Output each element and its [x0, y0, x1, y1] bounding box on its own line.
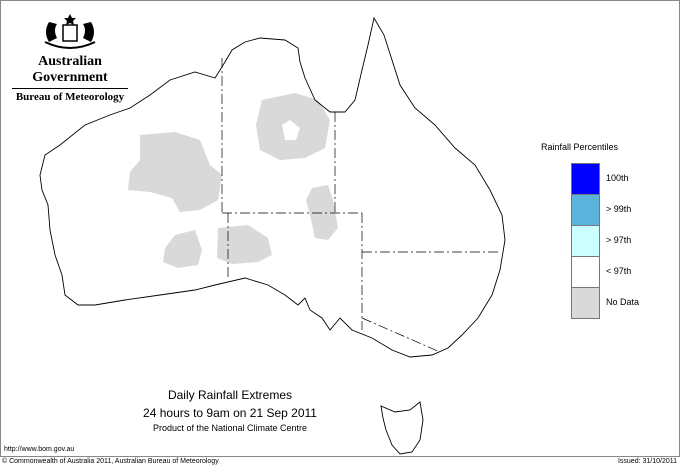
bom-logo: Australian Government Bureau of Meteorol… — [8, 12, 132, 103]
legend-label: > 97th — [606, 235, 632, 245]
legend-swatch-below-97th — [571, 256, 600, 288]
no-data-area-nullarbor — [217, 225, 272, 264]
legend-swatch-99th — [571, 194, 600, 226]
coat-of-arms-icon — [44, 14, 96, 49]
logo-divider — [12, 88, 128, 89]
legend-label: 100th — [606, 173, 629, 183]
australia-map — [39, 16, 506, 455]
agency-name: Bureau of Meteorology — [15, 91, 125, 103]
legend: 100th > 99th > 97th < 97th No Data — [571, 163, 639, 319]
legend-swatch-no-data — [571, 287, 600, 319]
state-boundaries — [221, 58, 500, 353]
coastline-tasmania — [380, 401, 424, 455]
legend-swatch-97th — [571, 225, 600, 257]
website-link[interactable]: http://www.bom.gov.au — [4, 446, 75, 453]
legend-title: Rainfall Percentiles — [541, 142, 619, 152]
issued-date: Issued: 31/10/2011 — [617, 458, 677, 465]
government-name: Australian Government — [32, 54, 108, 85]
no-data-area-pilbara — [128, 132, 222, 212]
legend-label: > 99th — [606, 204, 632, 214]
map-title: Daily Rainfall Extremes — [167, 388, 293, 402]
legend-label: No Data — [606, 297, 640, 307]
no-data-area-goldfields — [163, 230, 202, 268]
legend-swatch-100th — [571, 163, 600, 195]
legend-label: < 97th — [606, 266, 632, 276]
map-product: Product of the National Climate Centre — [152, 423, 308, 433]
map-period: 24 hours to 9am on 21 Sep 2011 — [143, 406, 317, 420]
no-data-area-central — [306, 185, 338, 240]
no-data-area-tanami — [256, 93, 330, 160]
copyright: © Commonwealth of Australia 2011, Austra… — [2, 458, 219, 465]
coastline-mainland — [39, 16, 506, 358]
